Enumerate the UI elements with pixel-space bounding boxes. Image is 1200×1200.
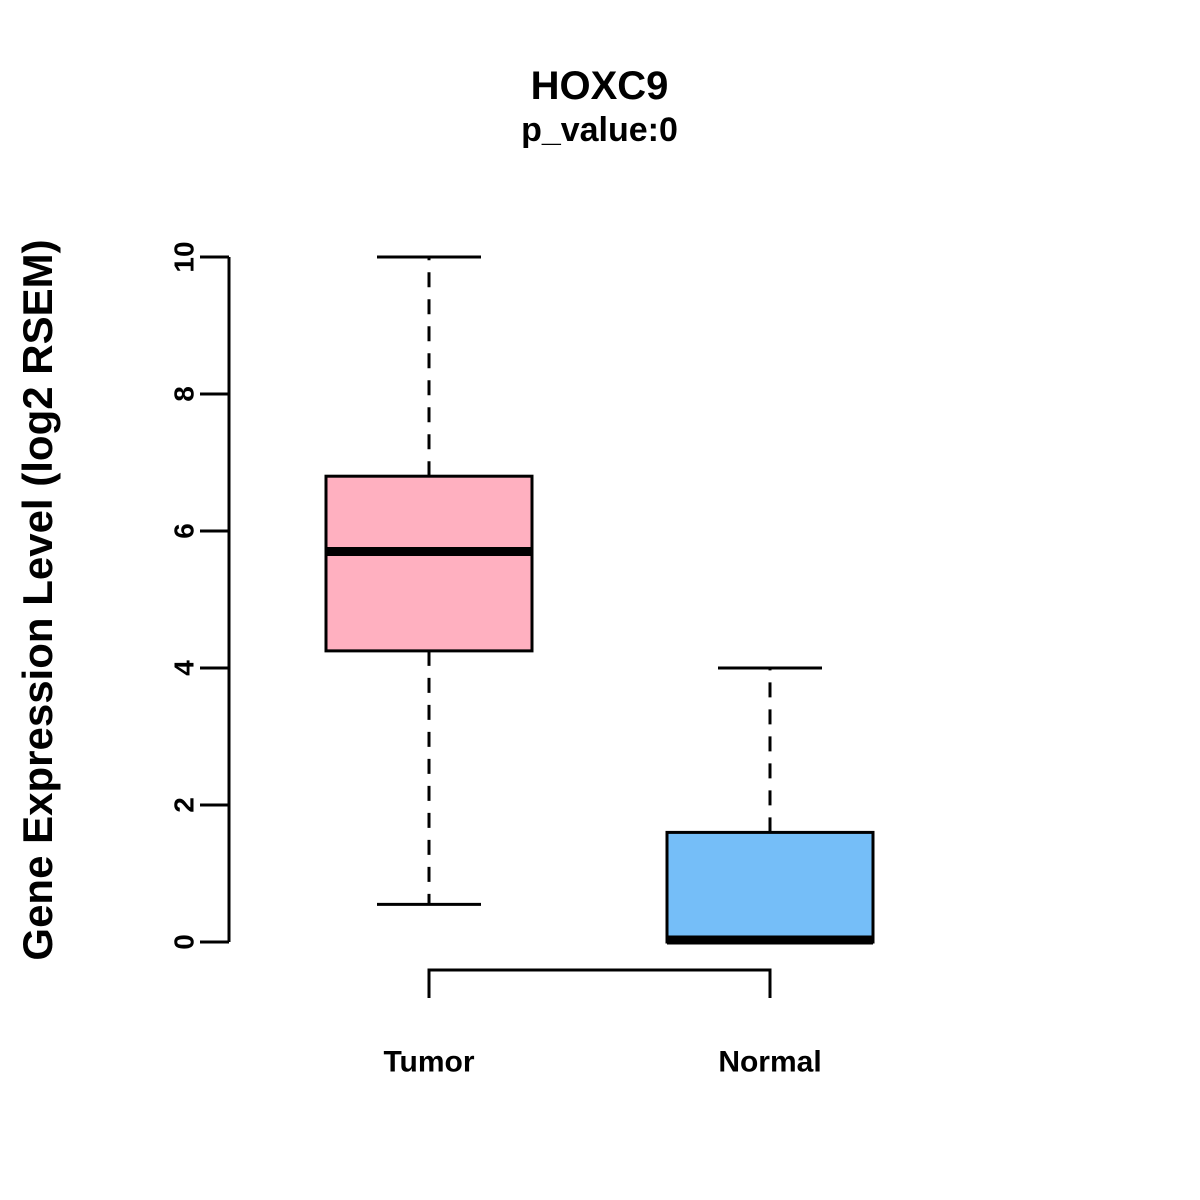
chart-subtitle: p_value:0: [521, 111, 678, 149]
y-axis-tick-label: 4: [169, 660, 200, 676]
x-axis-bracket: [427, 968, 772, 998]
chart-titles: HOXC9 p_value:0: [229, 64, 970, 152]
box-tumor: [324, 474, 534, 653]
y-axis-tick-label: 6: [169, 523, 200, 539]
y-axis-tick-label: 2: [169, 797, 200, 813]
chart-title: HOXC9: [530, 64, 669, 108]
group-label-tumor: Tumor: [383, 1046, 474, 1079]
y-axis-tick-label: 10: [169, 241, 200, 272]
box-normal: [665, 830, 875, 944]
y-axis-tick-label: 8: [169, 386, 200, 402]
group-label-normal: Normal: [718, 1046, 821, 1079]
y-axis-tick-label: 0: [169, 934, 200, 950]
